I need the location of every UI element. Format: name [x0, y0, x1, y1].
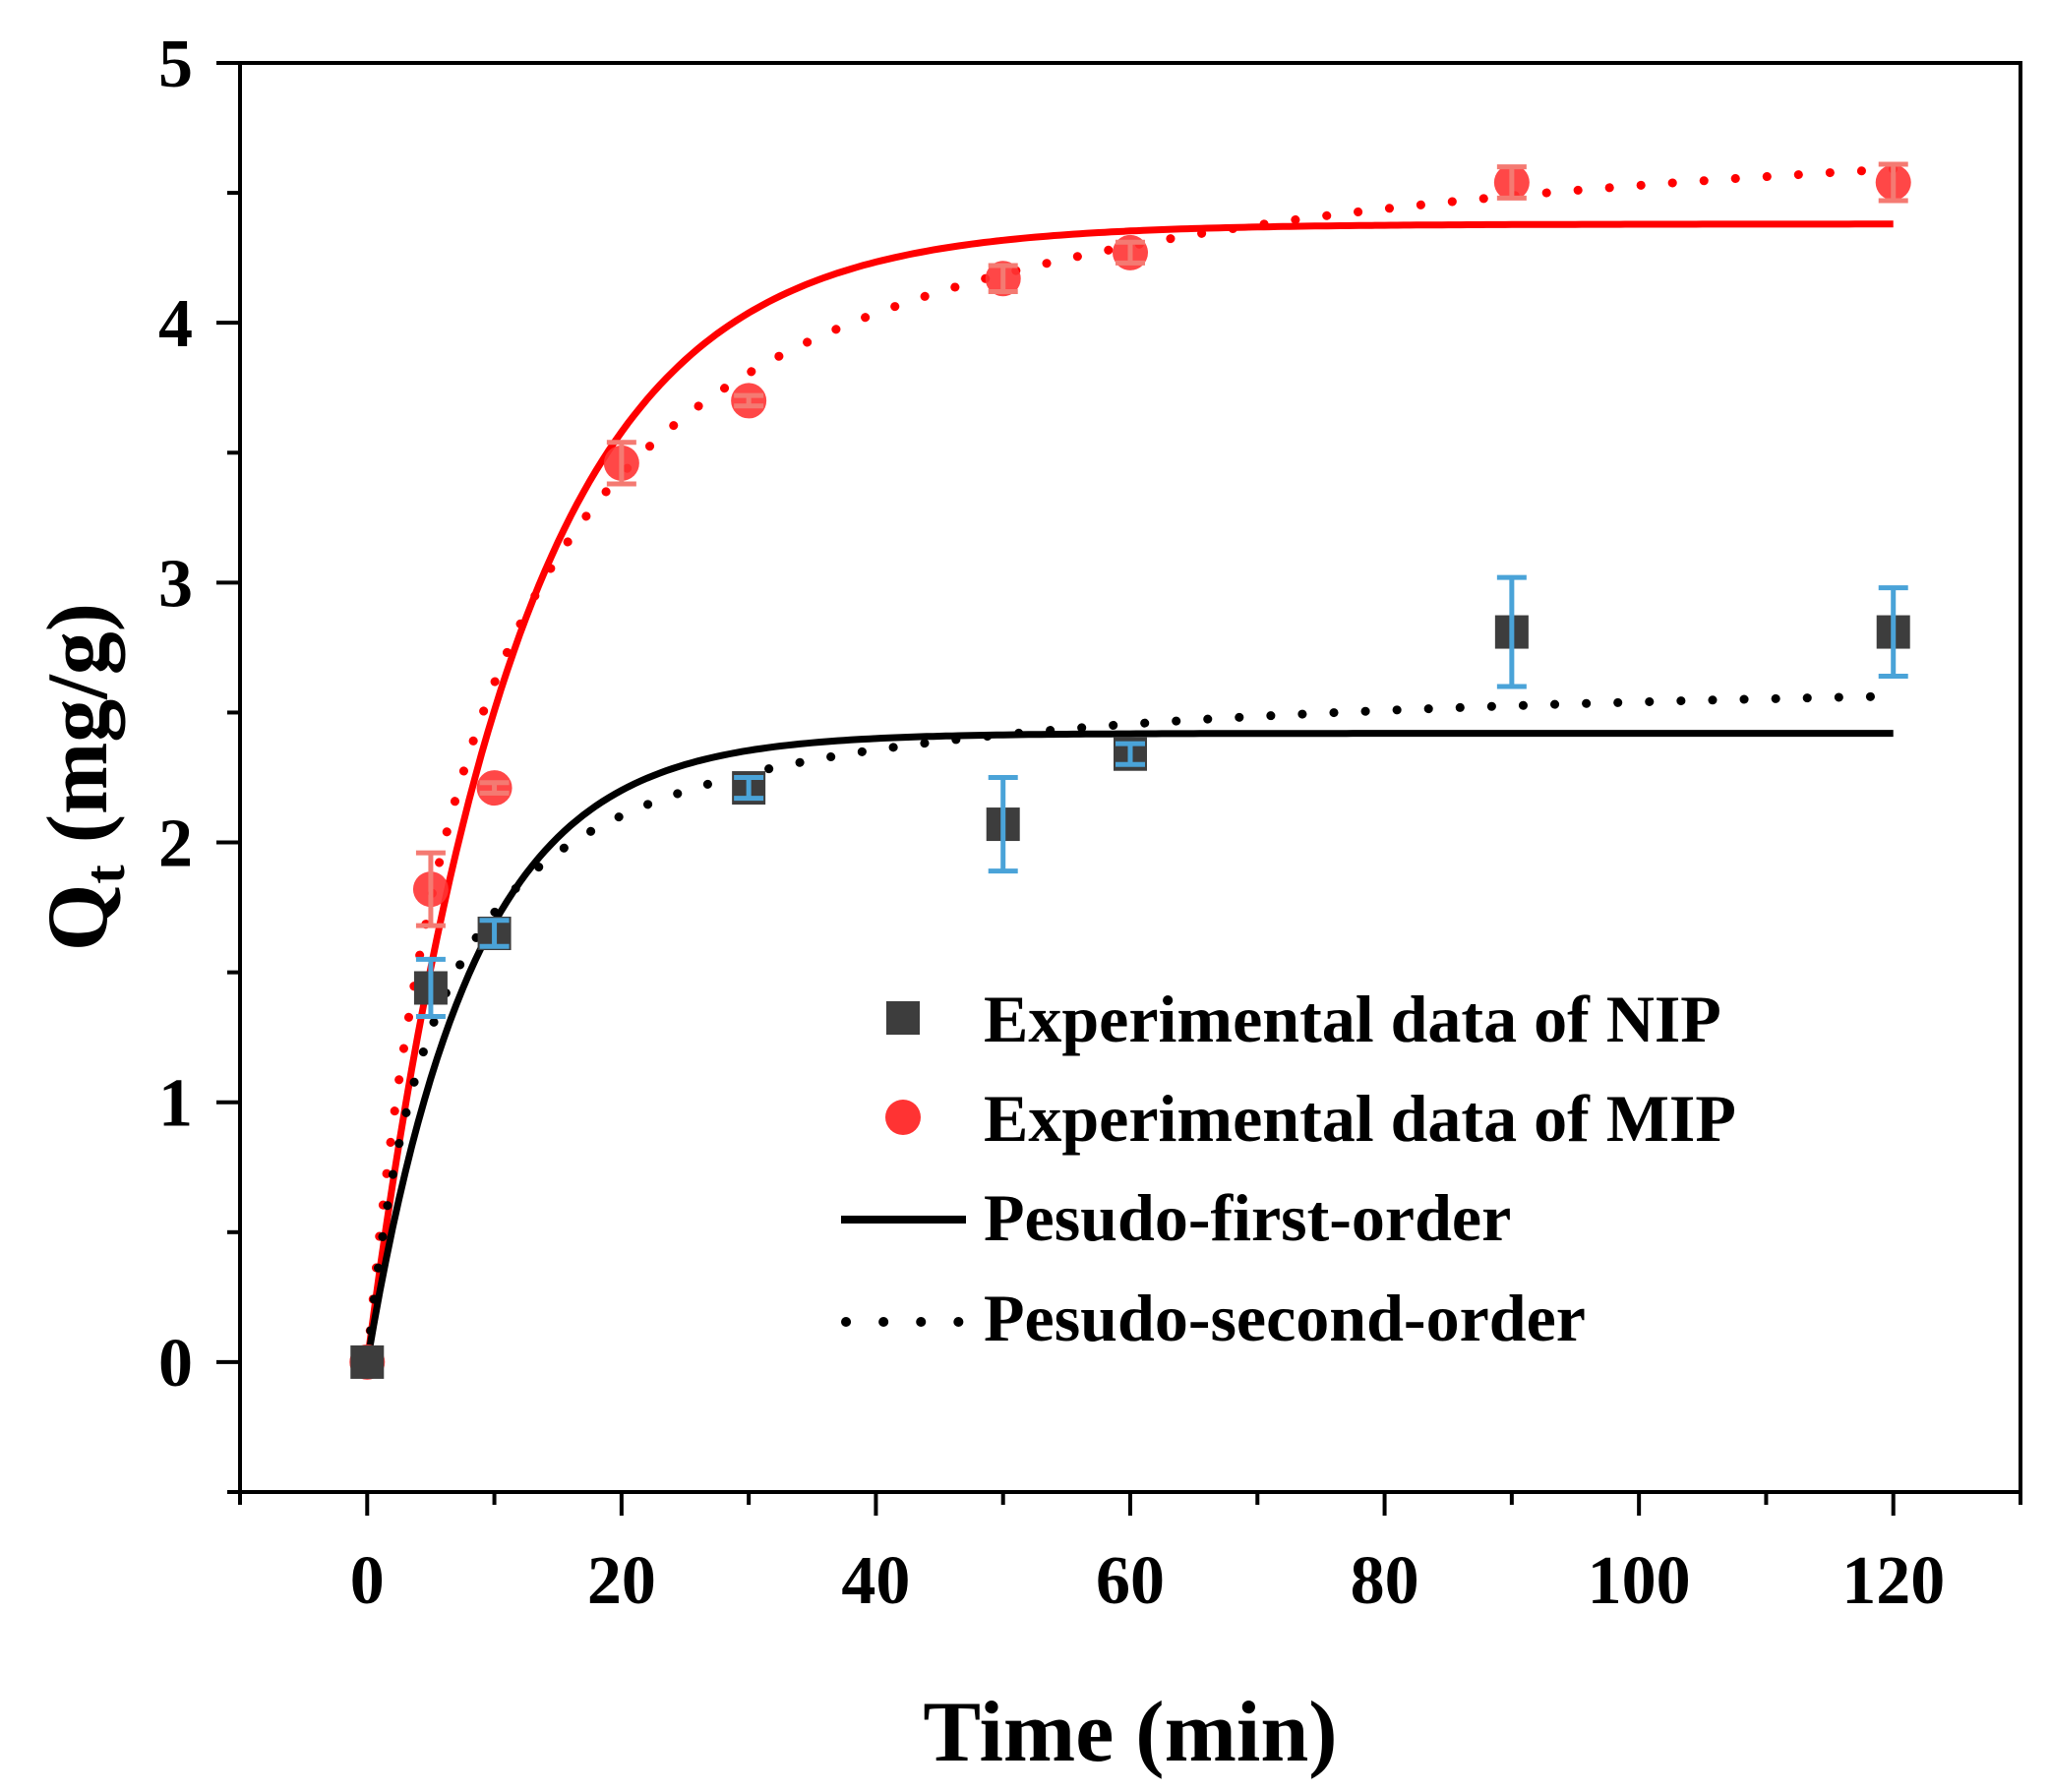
mip-error-bar — [479, 780, 510, 796]
second-order-curve-nip — [362, 691, 1899, 1367]
y-tick-label: 4 — [158, 286, 193, 362]
mip-error-bar — [1496, 164, 1527, 201]
y-tick-labels: 0 1 2 3 4 5 — [158, 27, 193, 1402]
legend-label-mip: Experimental data of MIP — [984, 1081, 1736, 1156]
legend-label-second-order: Pesudo-second-order — [984, 1281, 1586, 1355]
y-axis-title-main: Q — [30, 884, 126, 951]
y-tick-label: 0 — [158, 1326, 193, 1402]
y-axis-title-unit: (mg/g) — [30, 603, 126, 865]
mip-error-bar — [606, 440, 636, 487]
nip-error-bar — [734, 775, 764, 802]
x-tick-label: 80 — [1351, 1543, 1419, 1619]
mip-error-bar — [988, 263, 1018, 294]
x-axis-title: Time (min) — [923, 1685, 1337, 1780]
mip-error-bar — [415, 850, 446, 928]
mip-error-bar — [1878, 161, 1908, 204]
legend-circle-marker — [885, 1100, 921, 1135]
nip-error-bar — [1878, 585, 1908, 679]
second-order-curve-mip — [362, 164, 1899, 1367]
y-tick-label: 3 — [158, 546, 193, 622]
y-tick-label: 2 — [158, 806, 193, 882]
mip-error-bar — [1115, 239, 1145, 266]
y-axis-title: Qt (mg/g) — [30, 603, 137, 951]
nip-data-point — [350, 1344, 385, 1379]
x-tick-label: 40 — [841, 1543, 910, 1619]
legend-label-first-order: Pesudo-first-order — [984, 1180, 1511, 1255]
legend: Experimental data of NIP Experimental da… — [841, 982, 1736, 1355]
data-points — [349, 161, 1911, 1380]
y-tick-label: 5 — [158, 27, 193, 102]
mip-error-bar — [734, 392, 764, 409]
nip-error-bar — [1496, 574, 1527, 689]
y-tick-label: 1 — [158, 1066, 193, 1142]
x-tick-label: 100 — [1588, 1543, 1691, 1619]
legend-square-marker — [886, 1001, 920, 1035]
x-tick-label: 60 — [1096, 1543, 1165, 1619]
nip-error-bar — [479, 918, 510, 949]
y-axis-title-subscript: t — [73, 865, 137, 884]
nip-error-bar — [1115, 741, 1145, 767]
nip-error-bar — [988, 775, 1018, 874]
first-order-curve-nip — [363, 730, 1894, 1363]
x-tick-labels: 0 20 40 60 80 100 120 — [350, 1543, 1945, 1619]
first-order-curve-mip — [363, 220, 1894, 1363]
x-tick-label: 120 — [1841, 1543, 1945, 1619]
axis-ticks — [216, 61, 2022, 1516]
fit-curves — [362, 164, 1899, 1367]
legend-label-nip: Experimental data of NIP — [984, 982, 1721, 1056]
x-tick-label: 0 — [350, 1543, 385, 1619]
nip-error-bar — [415, 956, 446, 1020]
x-tick-label: 20 — [587, 1543, 656, 1619]
